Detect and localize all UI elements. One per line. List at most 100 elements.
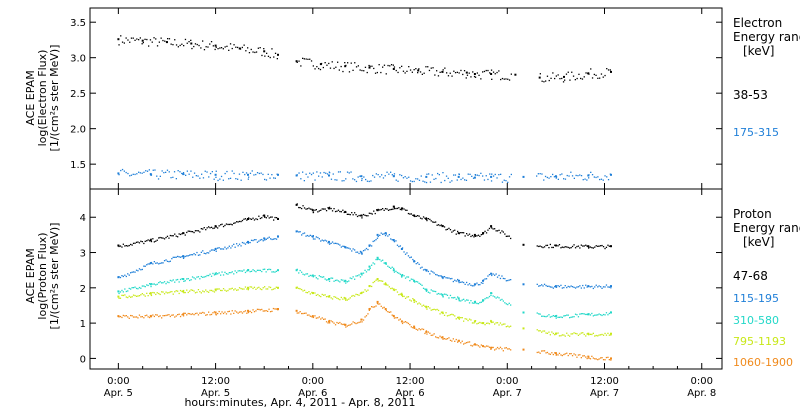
electron-scatter-dot bbox=[298, 60, 300, 62]
proton-scatter-dot bbox=[414, 300, 416, 302]
proton-scatter-dot bbox=[476, 323, 478, 325]
proton-scatter-dot bbox=[442, 296, 444, 298]
proton-scatter-dot bbox=[365, 290, 368, 292]
proton-point-310-580-15 bbox=[400, 274, 403, 277]
proton-scatter-dot bbox=[175, 290, 177, 292]
proton-scatter-dot bbox=[361, 274, 363, 276]
electron-scatter-dot bbox=[508, 176, 511, 178]
proton-scatter-dot bbox=[577, 286, 580, 288]
electron-point-175-315-1 bbox=[149, 173, 152, 176]
electron-series-175-315 bbox=[117, 168, 612, 184]
electron-scatter-dot bbox=[305, 58, 307, 60]
electron-scatter-dot bbox=[144, 38, 146, 40]
electron-scatter-dot bbox=[375, 173, 377, 175]
proton-scatter-dot bbox=[337, 322, 340, 324]
proton-scatter-dot bbox=[569, 317, 571, 319]
electron-scatter-dot bbox=[186, 42, 188, 44]
proton-scatter-dot bbox=[132, 316, 135, 318]
proton-scatter-dot bbox=[419, 217, 422, 219]
proton-scatter-dot bbox=[485, 345, 488, 347]
proton-scatter-dot bbox=[505, 235, 507, 237]
proton-scatter-dot bbox=[480, 301, 482, 303]
electron-scatter-dot bbox=[467, 173, 469, 175]
proton-scatter-dot bbox=[487, 345, 489, 347]
proton-scatter-dot bbox=[608, 334, 610, 336]
electron-scatter-dot bbox=[238, 48, 241, 50]
proton-scatter-dot bbox=[567, 314, 569, 316]
proton-scatter-dot bbox=[549, 316, 551, 318]
electron-legend-title-2: Energy range bbox=[733, 30, 800, 44]
proton-scatter-dot bbox=[504, 278, 506, 280]
proton-point-795-1193-2 bbox=[182, 290, 185, 293]
proton-scatter-dot bbox=[430, 220, 432, 222]
proton-scatter-dot bbox=[212, 249, 214, 251]
proton-scatter-dot bbox=[346, 299, 348, 301]
proton-scatter-dot bbox=[501, 230, 503, 232]
proton-scatter-dot bbox=[265, 288, 267, 290]
proton-scatter-dot bbox=[130, 314, 132, 317]
proton-scatter-dot bbox=[175, 256, 177, 258]
proton-legend-795-1193: 795-1193 bbox=[733, 335, 786, 348]
proton-scatter-dot bbox=[213, 249, 216, 251]
electron-scatter-dot bbox=[165, 41, 168, 43]
proton-scatter-dot bbox=[240, 311, 242, 313]
proton-scatter-dot bbox=[306, 314, 309, 316]
proton-scatter-dot bbox=[277, 309, 279, 311]
proton-scatter-dot bbox=[140, 269, 142, 271]
electron-scatter-dot bbox=[309, 58, 311, 60]
proton-scatter-dot bbox=[591, 285, 593, 288]
proton-scatter-dot bbox=[269, 268, 272, 271]
proton-scatter-dot bbox=[340, 211, 342, 213]
proton-scatter-dot bbox=[571, 245, 574, 248]
proton-scatter-dot bbox=[143, 294, 145, 296]
proton-scatter-dot bbox=[406, 296, 408, 298]
proton-scatter-dot bbox=[152, 238, 154, 240]
proton-scatter-dot bbox=[315, 209, 317, 211]
electron-scatter-dot bbox=[387, 64, 389, 67]
proton-scatter-dot bbox=[359, 215, 362, 217]
proton-scatter-dot bbox=[274, 216, 276, 219]
proton-scatter-dot bbox=[502, 277, 504, 280]
electron-scatter-dot bbox=[363, 70, 365, 72]
proton-scatter-dot bbox=[236, 243, 238, 245]
proton-scatter-dot bbox=[399, 318, 401, 320]
electron-scatter-dot bbox=[161, 170, 163, 172]
electron-scatter-dot bbox=[250, 48, 252, 51]
proton-scatter-dot bbox=[265, 310, 267, 312]
proton-scatter-dot bbox=[576, 245, 578, 248]
proton-scatter-dot bbox=[259, 217, 261, 220]
proton-scatter-dot bbox=[566, 352, 568, 354]
proton-legend-47-68: 47-68 bbox=[733, 269, 768, 283]
electron-scatter-dot bbox=[259, 47, 261, 49]
proton-scatter-dot bbox=[554, 334, 556, 336]
proton-scatter-dot bbox=[255, 310, 257, 312]
proton-scatter-dot bbox=[362, 272, 365, 274]
proton-scatter-dot bbox=[560, 335, 562, 337]
proton-scatter-dot bbox=[505, 347, 507, 349]
proton-scatter-dot bbox=[274, 308, 276, 310]
proton-scatter-dot bbox=[236, 221, 238, 223]
proton-scatter-dot bbox=[309, 293, 311, 295]
electron-scatter-dot bbox=[252, 51, 254, 53]
electron-scatter-dot bbox=[402, 177, 405, 179]
proton-scatter-dot bbox=[490, 294, 492, 296]
electron-scatter-dot bbox=[366, 71, 368, 74]
proton-scatter-dot bbox=[510, 279, 512, 281]
electron-scatter-dot bbox=[261, 54, 263, 57]
proton-scatter-dot bbox=[323, 276, 325, 278]
proton-scatter-dot bbox=[356, 322, 359, 324]
electron-scatter-dot bbox=[344, 62, 346, 64]
electron-series-group bbox=[117, 35, 612, 184]
proton-scatter-dot bbox=[144, 286, 146, 288]
electron-scatter-dot bbox=[577, 175, 579, 177]
proton-scatter-dot bbox=[349, 248, 351, 250]
electron-scatter-dot bbox=[507, 181, 509, 183]
electron-scatter-dot bbox=[146, 38, 148, 41]
electron-scatter-dot bbox=[425, 66, 427, 68]
proton-scatter-dot bbox=[228, 310, 230, 312]
proton-scatter-dot bbox=[321, 239, 323, 241]
proton-scatter-dot bbox=[448, 277, 450, 279]
electron-scatter-dot bbox=[239, 48, 242, 50]
proton-scatter-dot bbox=[150, 285, 152, 288]
proton-scatter-dot bbox=[249, 218, 251, 220]
